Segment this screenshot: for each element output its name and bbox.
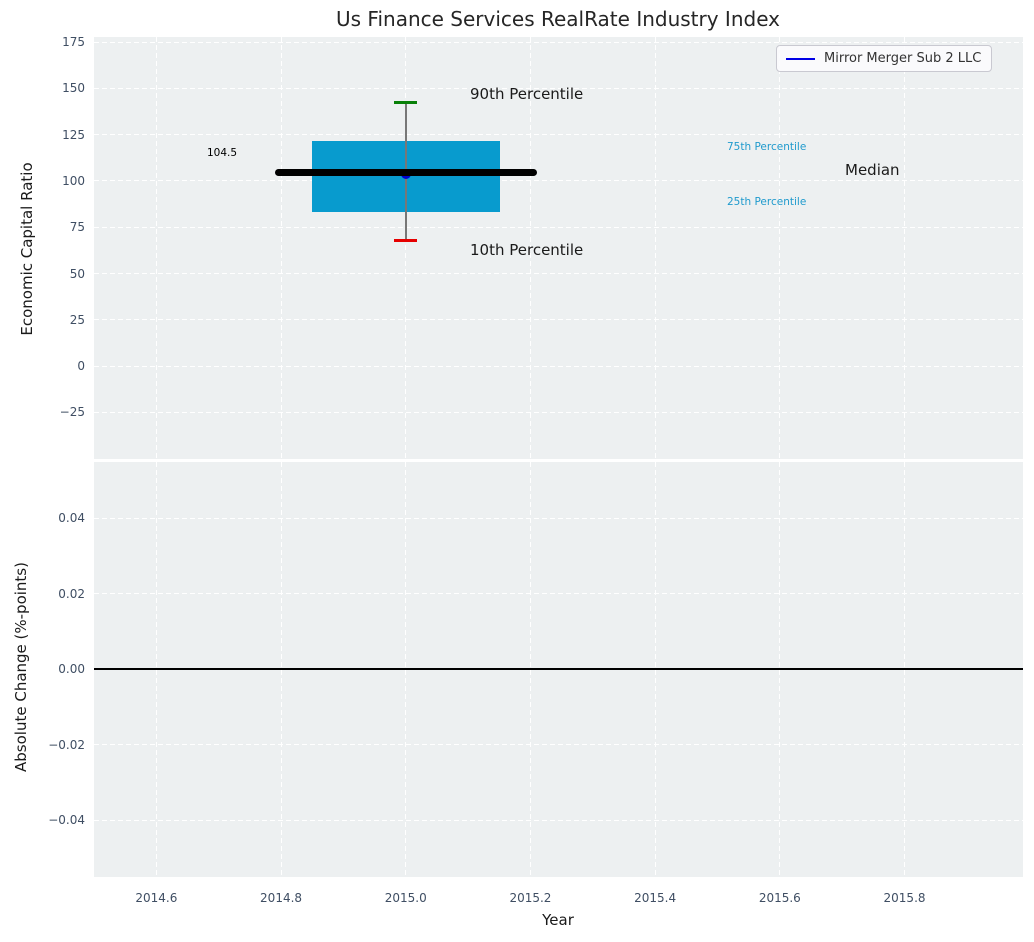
chart-title: Us Finance Services RealRate Industry In… xyxy=(336,7,780,31)
y-gridline xyxy=(94,319,1023,321)
x-tick-label: 2014.8 xyxy=(260,891,303,905)
x-gridline xyxy=(405,37,407,459)
x-gridline xyxy=(779,37,781,459)
y-gridline xyxy=(94,180,1023,182)
y-tick-label: −0.02 xyxy=(48,737,85,752)
y-tick-label: 0.02 xyxy=(58,586,85,601)
annotation-median-value: 104.5 xyxy=(207,147,238,159)
legend-series-label: Mirror Merger Sub 2 LLC xyxy=(824,51,982,66)
x-gridline xyxy=(529,37,531,459)
y-tick-label: 175 xyxy=(62,35,85,50)
x-tick-label: 2015.8 xyxy=(883,891,926,905)
y-gridline xyxy=(94,593,1023,595)
y-gridline xyxy=(94,819,1023,821)
y-tick-label: −25 xyxy=(59,405,85,420)
y-gridline xyxy=(94,365,1023,367)
y-tick-label: 125 xyxy=(62,127,85,142)
y-gridline xyxy=(94,87,1023,89)
p90-cap xyxy=(394,100,418,104)
y-gridline xyxy=(94,273,1023,275)
y-tick-label: 100 xyxy=(62,173,85,188)
legend-line-sample xyxy=(786,57,815,60)
y-gridline xyxy=(94,411,1023,413)
y-tick-label: −0.04 xyxy=(48,813,85,828)
x-tick-label: 2015.0 xyxy=(384,891,427,905)
annotation-p25: 25th Percentile xyxy=(727,196,807,208)
y-gridline xyxy=(94,226,1023,228)
y-tick-label: 150 xyxy=(62,81,85,96)
x-gridline xyxy=(280,37,282,459)
annotation-p10: 10th Percentile xyxy=(470,241,584,259)
p10-cap xyxy=(394,238,418,242)
median-line xyxy=(274,169,537,177)
top-plot-area xyxy=(94,37,1023,459)
y-tick-label: 0.04 xyxy=(58,511,85,526)
x-gridline xyxy=(654,37,656,459)
y-gridline xyxy=(94,517,1023,519)
y-gridline xyxy=(94,41,1023,43)
y-tick-label: 0.00 xyxy=(58,662,85,677)
x-tick-label: 2015.6 xyxy=(758,891,801,905)
x-gridline xyxy=(155,37,157,459)
y-gridline xyxy=(94,744,1023,746)
zero-line xyxy=(94,668,1023,671)
x-tick-label: 2015.2 xyxy=(509,891,552,905)
y-tick-label: 75 xyxy=(69,220,85,235)
y-tick-label: 0 xyxy=(77,359,85,374)
annotation-p90: 90th Percentile xyxy=(470,85,584,103)
x-tick-label: 2015.4 xyxy=(634,891,677,905)
x-gridline xyxy=(904,37,906,459)
y-tick-label: 25 xyxy=(69,312,85,327)
y-gridline xyxy=(94,134,1023,136)
annotation-p75: 75th Percentile xyxy=(727,141,807,153)
legend: Mirror Merger Sub 2 LLC xyxy=(776,45,993,72)
annotation-median: Median xyxy=(845,161,900,179)
x-tick-label: 2014.6 xyxy=(135,891,178,905)
y-tick-label: 50 xyxy=(69,266,85,281)
x-axis-label: Year xyxy=(542,911,574,929)
